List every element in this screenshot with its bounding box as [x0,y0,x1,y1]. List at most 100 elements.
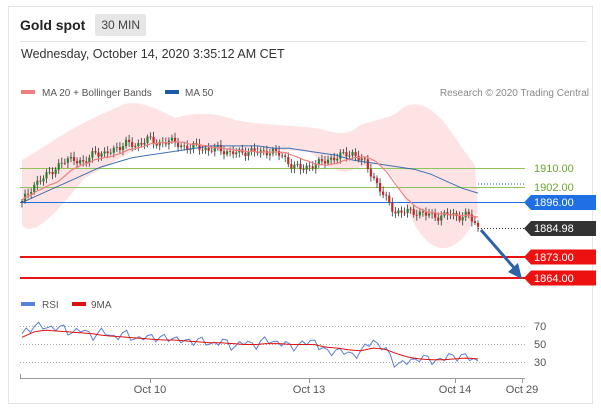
candle-body [296,163,299,165]
candle-body [183,145,186,147]
candle-body [348,155,351,157]
level-label-1873: 1873.00 [534,252,574,264]
candle-body [176,142,180,148]
candle-body [63,162,66,164]
candle-body [388,195,391,203]
candle-body [164,142,167,145]
rsi-line [21,321,479,368]
candle-body [131,142,134,147]
candle-body [247,151,250,157]
candle-body [265,150,268,156]
candle-body [20,200,24,203]
candle-body [302,169,305,171]
candle-body [207,147,210,151]
report-datetime: Wednesday, October 14, 2020 3:35:12 AM C… [21,47,285,61]
candle-body [57,163,60,170]
candle-body [72,156,76,161]
candle-body [421,211,425,213]
rsi-tick-30: 30 [534,357,546,369]
ma20-line [21,141,479,218]
candle-body [418,211,421,216]
candle-body [330,157,333,160]
candle-body [66,158,70,163]
candle-body [467,211,470,215]
rsi-legend-label: RSI [42,300,59,311]
candle-body [235,152,238,155]
forecast-arrow-head [508,263,522,279]
candle-body [158,141,161,146]
candle-body [345,152,348,157]
candle-body [369,169,372,177]
level-label-1864: 1864.00 [534,273,574,285]
candle-body [180,145,183,148]
candle-body [317,159,320,165]
candle-body [308,165,311,167]
candle-body [268,153,271,156]
bollinger-band [22,103,478,249]
ma50-legend-swatch [165,90,179,94]
candle-body [60,162,63,164]
x-label-oct13: Oct 13 [293,384,325,396]
ma50-line [21,145,479,203]
level-tag-current [524,221,596,236]
candle-body [290,164,293,169]
candle-body [391,202,394,212]
candle-body [155,143,158,146]
candle-body [75,160,79,164]
candle-body [204,147,207,151]
candle-body [284,155,287,157]
candle-body [94,151,97,153]
candle-body [336,158,339,161]
candle-body [339,152,342,159]
candle-body [143,142,146,145]
candle-body [473,221,477,223]
candle-body [271,149,275,154]
candle-body [115,147,118,149]
candle-body [33,184,36,192]
candle-body [397,210,400,214]
candle-body [372,176,376,178]
candle-body [201,149,204,151]
candle-body [342,152,345,153]
candle-body [305,165,308,170]
candle-body [124,139,128,147]
candle-body [112,147,115,153]
candle-body [100,153,103,157]
candle-body [244,152,247,157]
x-label-oct29: Oct 29 [506,384,538,396]
candle-body [470,214,473,222]
candle-body [299,163,302,170]
candle-body [464,211,467,218]
x-label-oct14: Oct 14 [439,384,471,396]
level-tag-1864 [524,270,596,286]
candle-body [128,139,131,143]
ma50-legend-label: MA 50 [185,88,214,99]
candle-body [351,152,354,156]
candle-body [360,158,363,161]
timeframe-badge[interactable]: 30 MIN [95,14,147,36]
candle-body [385,194,388,196]
candle-body [476,222,480,227]
x-label-oct10: Oct 10 [134,384,166,396]
candle-body [134,146,137,147]
level-tag-1873 [524,249,596,265]
candle-body [287,156,290,165]
candle-body [400,210,403,213]
candle-body [357,155,360,161]
candle-body [27,193,30,195]
ma20-legend-swatch [21,90,35,94]
candle-body [274,149,278,151]
candle-body [394,211,397,214]
candle-body [232,151,235,155]
candle-body [30,191,33,194]
research-credit: Research © 2020 Trading Central [440,88,589,99]
candle-body [198,144,201,150]
candle-body [363,158,366,160]
candle-body [354,152,357,156]
candle-body [412,209,415,215]
candle-body [262,150,265,152]
candle-body [458,216,461,221]
candle-body [69,156,73,159]
candle-body [137,143,140,147]
